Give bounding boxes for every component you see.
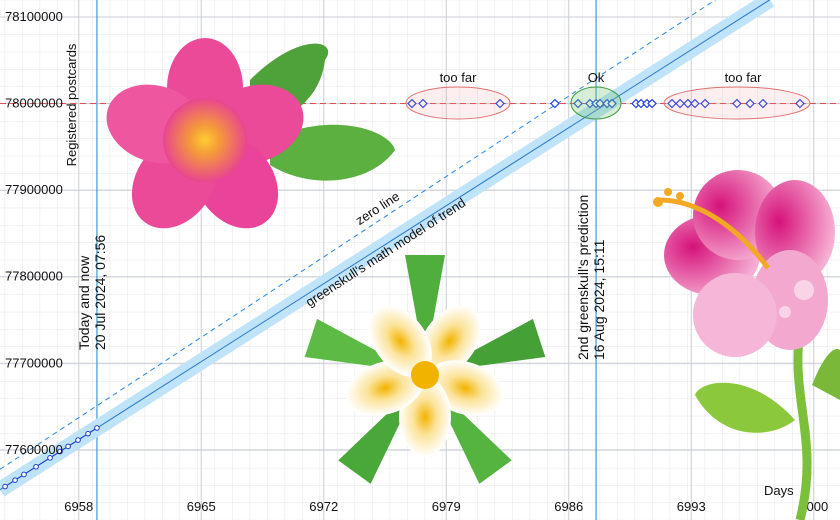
diamond [683, 98, 693, 109]
point [33, 463, 39, 470]
zero-line [0, 0, 717, 470]
point [21, 471, 27, 478]
group-ellipse [663, 86, 811, 120]
diamond [407, 98, 417, 109]
marker-label: 16 Aug 2024, 15:11 [591, 239, 607, 360]
point [94, 425, 100, 431]
diamond [700, 98, 710, 109]
hibiscus [653, 170, 840, 520]
y-axis-label: Registered postcards [64, 43, 79, 166]
diamond [595, 98, 605, 109]
point [2, 483, 8, 490]
trend-line [0, 0, 771, 491]
diamond [795, 98, 805, 109]
marker-label: 20 Jul 2024, 07:56 [92, 235, 108, 350]
point [57, 448, 63, 455]
marker-label: Today and now [76, 255, 92, 350]
group-label: too far [440, 70, 478, 85]
y-tick-label: 77700000 [5, 355, 63, 370]
point [75, 437, 81, 443]
x-tick-label: 6979 [432, 499, 461, 514]
x-tick-label: 6958 [64, 499, 93, 514]
y-tick-label: 78000000 [5, 96, 63, 111]
point [12, 477, 18, 483]
x-tick-label: 6965 [187, 499, 216, 514]
diamond [667, 98, 677, 109]
points-line [4, 427, 98, 487]
group-ellipse [405, 86, 511, 120]
marker-label: 2nd greenskull's prediction [575, 195, 591, 360]
point [47, 455, 53, 461]
point [85, 430, 91, 437]
diamond [675, 98, 685, 109]
point [65, 443, 71, 450]
pink-flower [106, 38, 395, 229]
diamond [418, 98, 428, 109]
group-label: too far [725, 70, 763, 85]
y-tick-label: 78100000 [5, 9, 63, 24]
diamond [690, 98, 700, 109]
x-tick-label: 6986 [554, 499, 583, 514]
diamond [573, 98, 583, 109]
diamond [758, 98, 768, 109]
x-tick-label: 6993 [677, 499, 706, 514]
diamond [745, 98, 755, 109]
plumeria [304, 255, 546, 484]
diamond [550, 98, 560, 109]
y-tick-label: 77900000 [5, 182, 63, 197]
y-tick-label: 77600000 [5, 442, 63, 457]
diamond [607, 98, 617, 109]
diamond [732, 98, 742, 109]
diamond [647, 98, 657, 109]
y-tick-label: 77800000 [5, 269, 63, 284]
diamond [495, 98, 505, 109]
group-ellipse [570, 86, 622, 120]
x-tick-label: 6972 [309, 499, 338, 514]
x-axis-label: Days [764, 483, 794, 498]
group-label: Ok [588, 70, 605, 85]
